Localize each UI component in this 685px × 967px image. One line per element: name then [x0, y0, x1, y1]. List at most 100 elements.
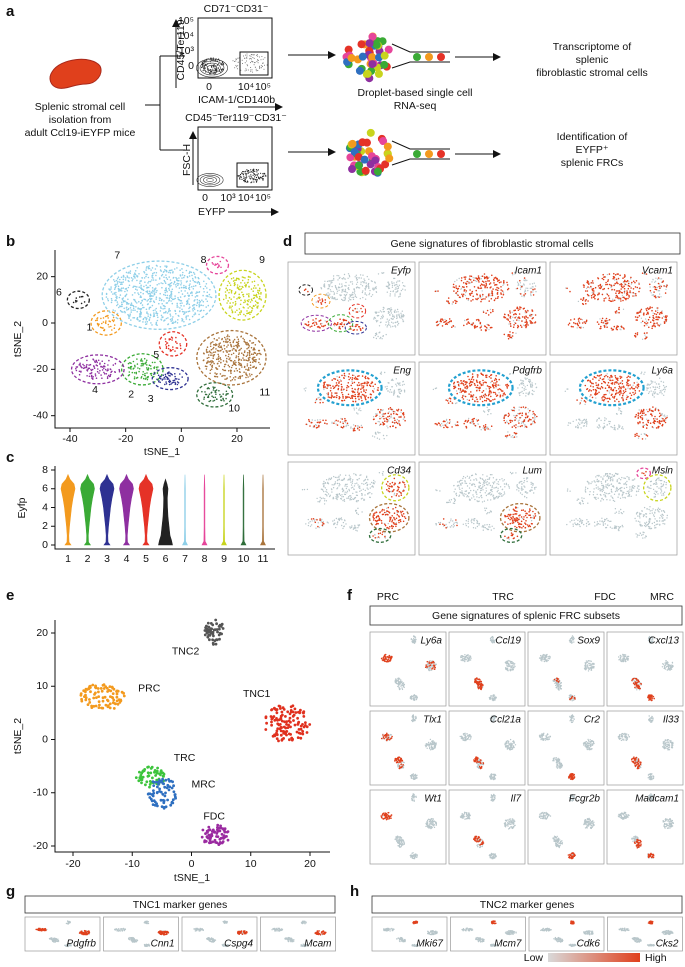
cell-dots: [489, 943, 498, 947]
cluster-label: 9: [259, 254, 265, 266]
cell: [347, 54, 356, 63]
cell-dots: [633, 332, 648, 340]
sample-text: adult Ccl19-iEYFP mice: [25, 127, 136, 139]
cell-dots: [634, 506, 668, 530]
cluster-label: 10: [228, 403, 240, 415]
droplet: [413, 53, 421, 61]
y-tick-label: 6: [42, 483, 48, 495]
cluster-label: PRC: [138, 683, 161, 695]
cluster-label: 4: [92, 384, 98, 396]
gate-title: CD45⁻Ter119⁻CD31⁻: [185, 112, 287, 124]
colorbar-label: High: [645, 952, 667, 964]
cluster-cells: [134, 765, 166, 789]
cluster-label: TNC1: [243, 688, 271, 700]
cell: [380, 60, 389, 69]
gene-label: Madcam1: [635, 794, 679, 805]
cell-dots: [394, 677, 402, 685]
flow-contour: [203, 176, 217, 184]
cell-dots: [538, 811, 552, 820]
gate: [239, 51, 269, 76]
cell-dots: [489, 635, 497, 644]
gate-plot: [197, 126, 273, 191]
cell-dots: [649, 277, 668, 299]
cell-dots: [476, 680, 484, 691]
cluster-outline: [90, 310, 122, 336]
cluster-outline: [311, 293, 331, 309]
cell: [346, 153, 355, 162]
cell-dots: [538, 653, 551, 663]
cell-dots: [349, 323, 364, 332]
cell: [368, 53, 377, 62]
cell-dots: [567, 772, 576, 781]
cell-dots: [649, 277, 668, 298]
cell-dots: [459, 811, 471, 820]
cluster-outline: [368, 527, 392, 543]
cell-dots: [618, 653, 630, 663]
cell-dots: [480, 323, 490, 331]
cell-dots: [221, 943, 230, 948]
cell-dots: [583, 660, 595, 672]
cell-dots: [377, 272, 385, 275]
flow-events: [237, 168, 267, 184]
cell: [348, 165, 357, 174]
colorbar: [548, 953, 640, 962]
cell-dots: [570, 920, 575, 925]
cell-dots: [516, 277, 536, 296]
cluster-cells: [146, 777, 177, 810]
gene-label: Tlx1: [423, 715, 442, 726]
gene-label: Pdgfrb: [67, 939, 97, 950]
outcome-text: Transcriptome of: [553, 41, 631, 53]
y-tick-label: 4: [42, 501, 48, 513]
cell-dots: [412, 920, 419, 925]
feature-tile: [371, 916, 448, 952]
cell-dots: [435, 489, 441, 492]
cell-dots: [477, 681, 484, 689]
cell: [358, 138, 367, 147]
cell: [354, 161, 363, 170]
cell-dots: [504, 535, 510, 540]
method-text: Droplet-based single cell: [358, 87, 473, 99]
feature-tile: [369, 789, 447, 865]
cell-dots: [379, 371, 386, 375]
cluster-outline: [381, 474, 410, 502]
cluster-cells: [264, 704, 312, 743]
gate-plot: [197, 17, 273, 79]
cell-dots: [584, 374, 641, 403]
cluster-outline: [328, 314, 354, 333]
cell-dots: [310, 518, 325, 528]
x-tick-label: 6: [163, 553, 169, 565]
cell-dots: [333, 417, 349, 429]
cell-dots: [303, 387, 307, 392]
cell-dots: [411, 793, 417, 803]
cell-dots: [488, 852, 497, 860]
y-tick-label: 0: [42, 317, 48, 329]
cell-dots: [567, 418, 588, 429]
cell-dots: [635, 531, 647, 539]
gene-label: Sox9: [577, 636, 600, 647]
cell-dots: [222, 920, 228, 924]
cell-dots: [64, 943, 72, 948]
axis-label: EYFP: [198, 206, 225, 218]
panel-letter: f: [347, 587, 353, 604]
x-tick-label: -20: [118, 433, 133, 445]
axis-label: FSC-H: [181, 144, 193, 176]
gene-label: Eyfp: [391, 266, 411, 277]
cell-dots: [630, 756, 640, 764]
cell: [373, 167, 382, 176]
cell-dots: [662, 818, 675, 829]
cluster-cells: [202, 334, 262, 382]
y-tick-label: -40: [33, 409, 48, 421]
tick-label: 0: [206, 81, 212, 93]
cell-dots: [372, 406, 406, 429]
gene-label: Il7: [510, 794, 521, 805]
cell-dots: [409, 773, 418, 781]
outcome-text: Identification of: [557, 131, 628, 143]
spleen-icon: [49, 58, 102, 89]
cell-dots: [633, 759, 642, 770]
tick-label: 10⁵: [178, 15, 194, 27]
cell-dots: [411, 714, 417, 723]
cell-dots: [641, 470, 647, 477]
cell-dots: [479, 423, 493, 431]
cell-dots: [538, 732, 552, 741]
axis: [54, 250, 270, 429]
